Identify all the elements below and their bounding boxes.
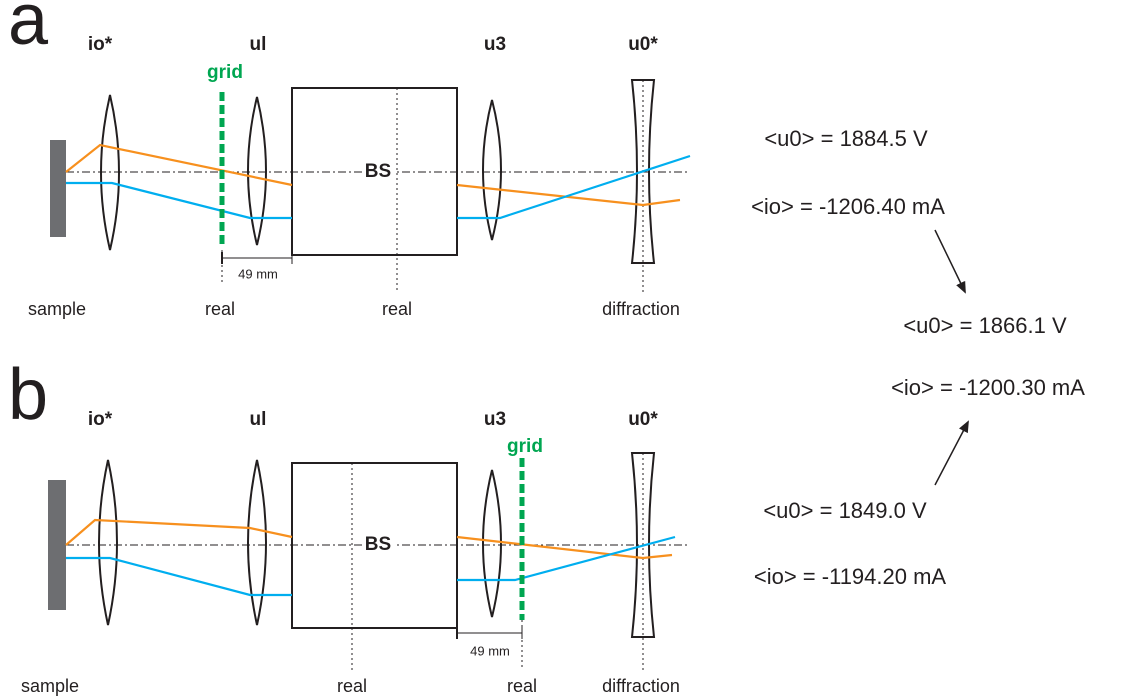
beam bbox=[65, 518, 293, 546]
grid-label: grid bbox=[507, 436, 543, 457]
beam bbox=[66, 181, 292, 220]
distance: 49 mm bbox=[238, 266, 278, 281]
grid-label: grid bbox=[207, 62, 243, 83]
lens bbox=[630, 452, 656, 638]
lens bbox=[247, 96, 267, 246]
u0-value: <u0> = 1866.1 V bbox=[903, 313, 1067, 338]
panel-label: a bbox=[8, 0, 49, 60]
lens bbox=[630, 79, 656, 264]
lens-label: io* bbox=[88, 34, 113, 55]
lens-label: u0* bbox=[628, 409, 658, 430]
lens bbox=[100, 94, 120, 251]
panel-label: b bbox=[8, 355, 48, 435]
io-value: <io> = -1200.30 mA bbox=[891, 375, 1085, 400]
beam bbox=[457, 154, 691, 220]
lens bbox=[482, 469, 502, 618]
bs-label: BS bbox=[365, 534, 391, 555]
plane-label: real bbox=[507, 676, 537, 696]
lens-label: u0* bbox=[628, 34, 658, 55]
bs-bg bbox=[362, 534, 394, 556]
u0-value: <u0> = 1884.5 V bbox=[764, 126, 928, 151]
lens-label: ul bbox=[250, 34, 267, 55]
lens bbox=[482, 99, 502, 241]
bs-bg bbox=[362, 161, 394, 183]
plane-label: real bbox=[205, 299, 235, 319]
plane-label: sample bbox=[21, 676, 79, 696]
lens-label: ul bbox=[250, 409, 267, 430]
plane-label: real bbox=[382, 299, 412, 319]
lens bbox=[98, 459, 118, 626]
beam bbox=[456, 183, 681, 207]
sample bbox=[48, 480, 66, 610]
lens-label: u3 bbox=[484, 409, 506, 430]
beam bbox=[65, 143, 293, 187]
u0-value: <u0> = 1849.0 V bbox=[763, 498, 927, 523]
lens bbox=[247, 459, 267, 626]
beam bbox=[456, 535, 673, 560]
distance: 49 mm bbox=[470, 643, 510, 658]
beam-splitter bbox=[291, 462, 458, 629]
beam bbox=[66, 556, 292, 597]
io-value: <io> = -1194.20 mA bbox=[754, 564, 947, 589]
arrow bbox=[934, 420, 969, 486]
io-value: <io> = -1206.40 mA bbox=[751, 194, 945, 219]
bs-label: BS bbox=[365, 161, 391, 182]
lens-label: u3 bbox=[484, 34, 506, 55]
plane-label: sample bbox=[28, 299, 86, 319]
beam-splitter bbox=[291, 87, 458, 256]
plane-label: real bbox=[337, 676, 367, 696]
arrow bbox=[934, 229, 966, 294]
beam bbox=[457, 535, 676, 582]
plane-label: diffraction bbox=[602, 299, 680, 319]
sample bbox=[50, 140, 66, 237]
plane-label: diffraction bbox=[602, 676, 680, 696]
lens-label: io* bbox=[88, 409, 113, 430]
